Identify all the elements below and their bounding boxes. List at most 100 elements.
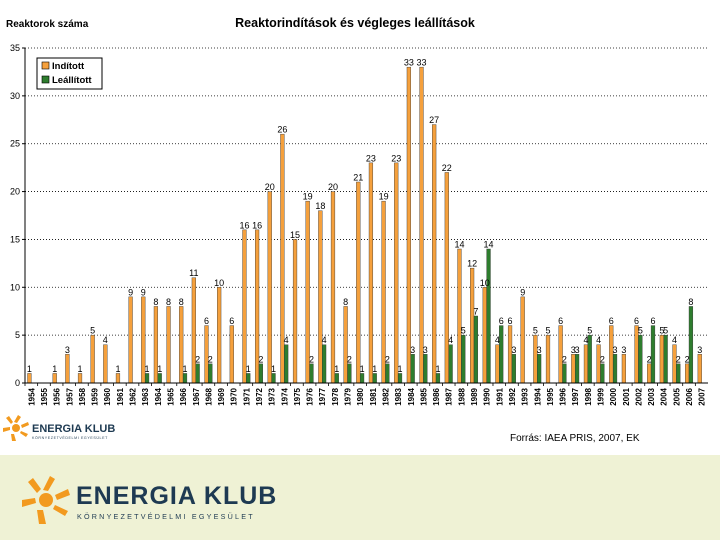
data-label-inditott-1989: 12 [467,259,477,269]
bar-inditott-2001 [621,354,626,384]
bar-inditott-1967 [191,277,196,384]
bar-inditott-1969 [217,287,222,384]
bar-leallitott-2004 [663,334,668,384]
y-tick-label-35: 35 [10,43,20,53]
data-label-inditott-1972: 16 [252,220,262,230]
data-label-leallitott-1991: 6 [499,316,504,326]
bar-leallitott-1997 [574,354,580,384]
data-label-leallitott-2002: 5 [638,326,643,336]
x-tick-label-1995: 1995 [546,387,555,405]
x-tick-label-1994: 1994 [533,387,542,405]
y-tick-label-0: 0 [15,378,20,388]
x-tick-label-1960: 1960 [103,387,112,405]
data-label-leallitott-1966: 1 [182,364,187,374]
data-label-inditott-1958: 1 [78,364,83,374]
bar-inditott-1997 [571,354,576,384]
bar-inditott-1958 [77,373,83,384]
data-label-leallitott-1998: 5 [587,326,592,336]
data-label-inditott-1999: 4 [596,335,601,345]
bar-inditott-1979 [343,306,348,384]
x-tick-label-1996: 1996 [559,387,568,405]
bar-leallitott-1978 [334,373,339,384]
data-label-inditott-1975: 15 [290,230,300,240]
y-tick-label-15: 15 [10,234,20,244]
data-label-inditott-1969: 10 [214,278,224,288]
bar-leallitott-1987 [448,344,453,384]
source-note: Forrás: IAEA PRIS, 2007, EK [510,433,640,444]
bar-leallitott-1971 [246,373,251,384]
data-label-inditott-1986: 27 [429,115,439,125]
bar-inditott-1980 [356,181,361,384]
data-label-inditott-1981: 23 [366,153,376,163]
bar-leallitott-1976 [309,363,314,384]
data-label-inditott-1960: 4 [103,335,108,345]
x-tick-label-1999: 1999 [596,387,605,405]
data-label-leallitott-1964: 1 [157,364,162,374]
data-label-leallitott-2006: 8 [688,297,693,307]
bar-inditott-1995 [545,334,551,384]
bar-leallitott-1981 [372,373,377,384]
bar-leallitott-1988 [461,334,466,384]
data-label-inditott-1996: 6 [558,316,563,326]
bar-leallitott-1984 [410,354,415,384]
x-tick-label-1984: 1984 [407,387,416,405]
data-label-leallitott-1987: 4 [448,335,453,345]
bar-inditott-1978 [330,191,336,384]
y-tick-label-5: 5 [15,330,20,340]
bar-inditott-1954 [27,373,32,384]
y-tick-label-25: 25 [10,139,20,149]
bar-inditott-1971 [242,229,247,384]
bar-leallitott-2002 [638,334,643,384]
y-tick-label-10: 10 [10,282,20,292]
x-tick-label-1989: 1989 [470,387,479,405]
x-tick-label-1971: 1971 [242,387,251,405]
x-tick-label-1959: 1959 [91,387,100,405]
bar-inditott-2006 [685,363,690,384]
legend-label-indított: Indított [52,61,85,72]
x-tick-label-1961: 1961 [116,387,125,405]
bar-leallitott-1966 [182,373,188,384]
data-label-leallitott-1999: 2 [600,354,605,364]
data-label-leallitott-1989: 7 [473,307,478,317]
bar-leallitott-2006 [688,306,694,384]
data-label-leallitott-1984: 3 [410,345,415,355]
data-label-inditott-1970: 6 [229,316,234,326]
x-tick-label-1976: 1976 [306,387,315,405]
y-tick-labels: 0 5 10 15 20 25 30 35 [10,43,25,388]
bar-inditott-1981 [368,162,374,384]
data-label-leallitott-1990: 14 [484,240,494,250]
data-label-leallitott-2005: 2 [676,354,681,364]
x-tick-label-1965: 1965 [166,387,175,405]
data-label-inditott-1956: 1 [52,364,57,374]
x-tick-label-1974: 1974 [280,387,289,405]
x-tick-label-2003: 2003 [647,387,656,405]
x-tick-label-1981: 1981 [369,387,378,405]
data-label-leallitott-1976: 2 [309,354,314,364]
data-label-inditott-1968: 6 [204,316,209,326]
x-tick-label-1963: 1963 [141,387,150,405]
data-label-leallitott-1985: 3 [423,345,428,355]
data-label-inditott-1966: 8 [179,297,184,307]
data-label-inditott-2004: 5 [659,326,664,336]
data-label-leallitott-1994: 3 [537,345,542,355]
data-label-leallitott-1997: 3 [575,345,580,355]
bar-inditott-1998 [583,344,589,384]
data-label-inditott-1967: 11 [189,268,198,278]
bar-leallitott-1996 [562,363,567,384]
bar-inditott-2004 [659,334,664,384]
data-label-inditott-1959: 5 [90,326,95,336]
data-label-inditott-2003: 2 [647,354,652,364]
bar-inditott-1970 [229,325,234,384]
data-label-leallitott-1992: 3 [511,345,516,355]
data-label-leallitott-1983: 1 [398,364,403,374]
x-tick-label-2005: 2005 [672,387,681,405]
x-tick-label-1969: 1969 [217,387,226,405]
data-label-leallitott-1977: 4 [322,335,327,345]
bar-inditott-1989 [470,267,475,384]
data-label-inditott-2000: 6 [609,316,614,326]
bar-inditott-1994 [533,334,538,384]
data-label-leallitott-1973: 1 [271,364,276,374]
data-label-inditott-1998: 4 [583,335,588,345]
legend-label-leállított: Leállított [52,75,92,86]
